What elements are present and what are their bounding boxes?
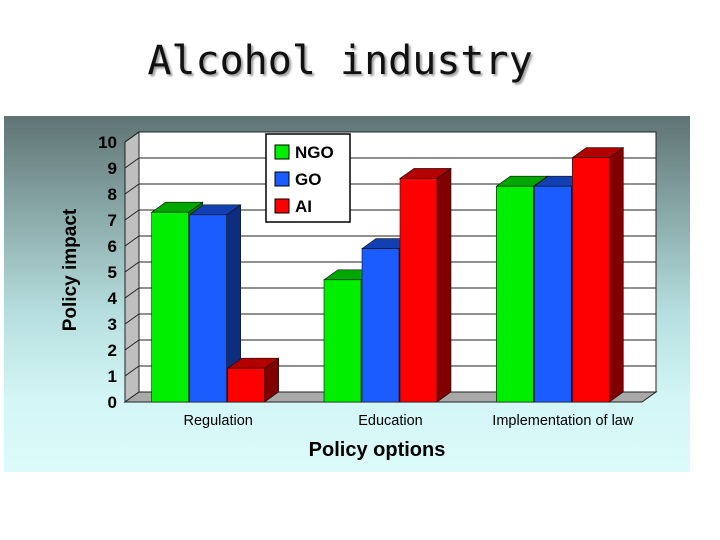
gridline-side xyxy=(124,183,140,195)
gridline-side xyxy=(124,365,140,377)
bar-ngo-regulation xyxy=(151,211,189,403)
bar-ai-implementation-of-law xyxy=(572,157,610,403)
y-tick-label: 10 xyxy=(98,133,117,152)
y-tick-label: 5 xyxy=(108,263,117,282)
x-tick-label: Implementation of law xyxy=(492,413,634,429)
bar-ai-implementation-of-law-side xyxy=(609,147,624,403)
gridline-side xyxy=(124,209,140,221)
gridline-side xyxy=(124,287,140,299)
y-tick-label: 3 xyxy=(108,315,117,334)
gridline-side xyxy=(124,261,140,273)
legend-label-go: GO xyxy=(295,170,321,189)
y-tick-label: 2 xyxy=(108,341,117,360)
bar-ai-education-side xyxy=(436,167,452,403)
gridline-side xyxy=(124,235,140,247)
bar-go-education xyxy=(361,248,400,403)
y-tick-label: 6 xyxy=(108,237,117,256)
slide-title: Alcohol industry xyxy=(147,38,533,84)
y-axis-title: Policy impact xyxy=(60,208,81,331)
legend-swatch-ngo xyxy=(274,144,290,160)
bar-ai-regulation xyxy=(227,367,265,403)
x-tick-label: Regulation xyxy=(184,413,253,429)
chart-panel: 0 1 2 3 4 5 6 7 8 9 10 Regulation Education Implement… xyxy=(4,116,690,472)
legend-swatch-go xyxy=(274,171,290,187)
y-tick-label: 4 xyxy=(108,289,118,308)
gridline-side xyxy=(124,131,140,143)
y-tick-label: 7 xyxy=(108,211,117,230)
bar-go-regulation xyxy=(189,214,227,403)
bar-ngo-implementation-of-law xyxy=(496,185,534,403)
legend-swatch-ai xyxy=(274,198,290,214)
bar-go-implementation-of-law xyxy=(534,185,572,403)
gridline-side xyxy=(124,339,140,351)
legend-label-ai: AI xyxy=(295,197,312,216)
y-tick-label: 0 xyxy=(108,393,117,412)
y-tick-label: 1 xyxy=(108,367,117,386)
bar-chart: 0 1 2 3 4 5 6 7 8 9 10 Regulation Education Implement… xyxy=(60,131,658,461)
y-tick-label: 8 xyxy=(108,185,117,204)
x-tick-label: Education xyxy=(358,413,423,429)
legend-label-ngo: NGO xyxy=(295,143,334,162)
bar-ai-education xyxy=(399,178,438,403)
gridline-side xyxy=(124,313,140,325)
y-tick-label: 9 xyxy=(108,159,117,178)
gridline-side xyxy=(124,157,140,169)
bar-ngo-education xyxy=(323,279,362,403)
x-axis-title: Policy options xyxy=(309,439,446,461)
